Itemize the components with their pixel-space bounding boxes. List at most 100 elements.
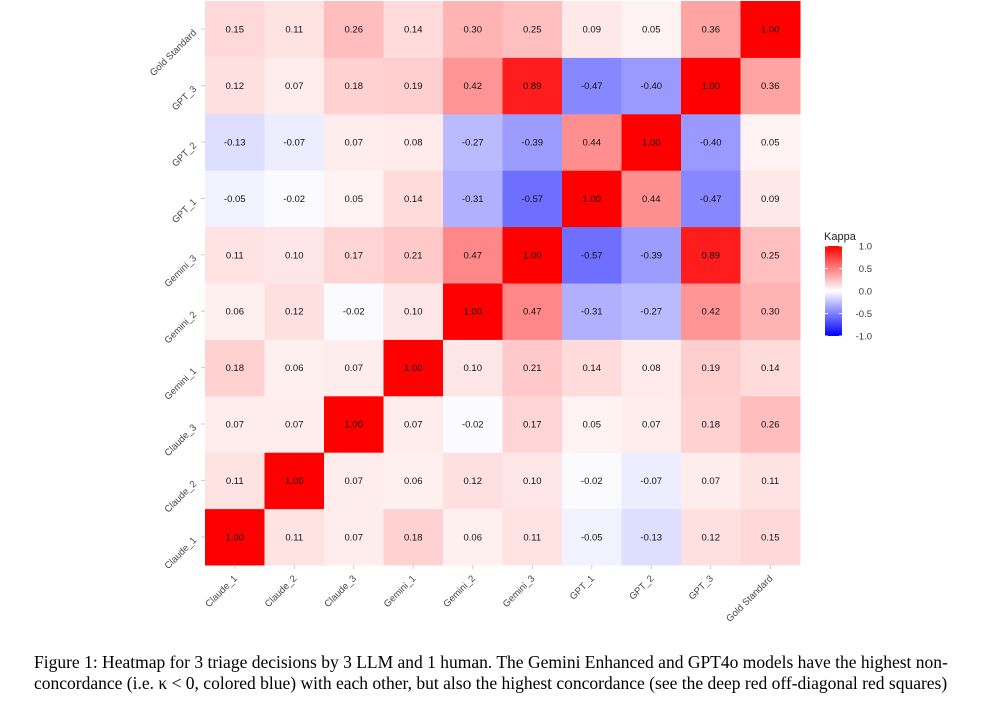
heatmap-cell — [443, 283, 503, 340]
cell-label: 1.00 — [642, 138, 661, 149]
cell-label: 1.00 — [345, 420, 364, 431]
y-tick-label: GPT_1 — [170, 197, 199, 226]
heatmap-cell — [681, 452, 741, 510]
heatmap-cell — [740, 113, 801, 171]
heatmap-cell — [740, 395, 801, 453]
cell-label: 1.00 — [761, 25, 780, 36]
heatmap-cell — [205, 57, 265, 115]
heatmap-cell — [681, 113, 741, 171]
y-tick-label: GPT_2 — [170, 140, 199, 169]
heatmap-cell — [502, 57, 563, 115]
cell-label: 0.17 — [345, 250, 364, 261]
cell-label: -0.47 — [700, 194, 722, 205]
cell-label: 0.10 — [464, 363, 483, 374]
heatmap-cell — [562, 339, 622, 397]
heatmap-cell — [681, 170, 741, 228]
heatmap-cell — [205, 170, 265, 228]
heatmap-cell — [621, 113, 682, 171]
heatmap-cell — [324, 452, 384, 510]
cell-label: 0.25 — [761, 250, 780, 261]
heatmap-cell — [502, 170, 563, 228]
cell-label: 0.06 — [226, 307, 245, 318]
cell-label: -0.57 — [521, 194, 543, 205]
cell-label: 0.07 — [642, 420, 661, 431]
heatmap-cell — [264, 508, 325, 566]
cell-label: 0.08 — [642, 363, 661, 374]
heatmap-cell — [681, 395, 741, 453]
heatmap-cell — [383, 508, 444, 566]
cell-label: 0.05 — [345, 194, 364, 205]
heatmap-cell — [383, 395, 444, 453]
cell-label: 0.07 — [345, 532, 364, 543]
cell-label: 0.05 — [761, 138, 780, 149]
cell-label: 0.09 — [583, 25, 602, 36]
heatmap-cell — [621, 1, 682, 58]
cell-label: 0.30 — [464, 25, 483, 36]
heatmap-cell — [383, 283, 444, 340]
heatmap-cell — [502, 339, 563, 397]
heatmap-cell — [324, 170, 384, 228]
cell-label: 0.42 — [464, 81, 483, 92]
heatmap-cell — [740, 283, 801, 340]
heatmap-cell — [562, 170, 622, 228]
x-tick-label: GPT_3 — [687, 573, 716, 602]
heatmap-cell — [264, 283, 325, 340]
cell-label: 0.14 — [404, 194, 423, 205]
y-tick-label: Claude_1 — [163, 535, 200, 572]
cell-label: 0.19 — [404, 81, 423, 92]
heatmap-cell — [264, 57, 325, 115]
heatmap-cell — [502, 226, 563, 284]
heatmap-cell — [205, 395, 265, 453]
x-tick-label: Gemini_3 — [501, 573, 538, 610]
cell-label: -0.27 — [640, 307, 662, 318]
heatmap-cell — [205, 226, 265, 284]
cell-label: 0.11 — [523, 532, 541, 543]
heatmap-cell — [443, 226, 503, 284]
x-tick-label: Claude_3 — [322, 573, 359, 610]
heatmap-cell — [443, 339, 503, 397]
cell-label: 0.44 — [583, 138, 602, 149]
cell-label: -0.02 — [581, 476, 603, 487]
heatmap-cell — [443, 395, 503, 453]
cell-label: 0.42 — [702, 307, 721, 318]
y-tick-label: Gemini_2 — [163, 310, 200, 347]
cell-label: -0.07 — [640, 476, 662, 487]
cell-label: 0.11 — [226, 250, 244, 261]
heatmap-cell — [681, 283, 741, 340]
heatmap-cell — [324, 395, 384, 453]
heatmap-cell — [502, 508, 563, 566]
heatmap-cell — [681, 508, 741, 566]
heatmap-cell — [621, 395, 682, 453]
cell-label: -0.02 — [343, 307, 365, 318]
heatmap-cell — [383, 339, 444, 397]
cell-label: 1.00 — [404, 363, 423, 374]
heatmap-cell — [264, 452, 325, 510]
x-tick-label: Gemini_2 — [441, 573, 478, 610]
cell-label: 0.26 — [345, 25, 364, 36]
cell-label: 0.11 — [285, 25, 303, 36]
cell-label: 0.07 — [285, 81, 304, 92]
cell-label: 1.00 — [583, 194, 602, 205]
cell-label: 0.12 — [285, 307, 304, 318]
cell-label: 0.21 — [523, 363, 542, 374]
y-tick-label: Gold Standard — [148, 28, 199, 79]
cell-label: 0.06 — [464, 532, 483, 543]
heatmap-cell — [502, 452, 563, 510]
y-tick-label: Claude_2 — [163, 479, 200, 516]
y-tick-label: Gemini_3 — [163, 253, 200, 290]
cell-label: -0.40 — [640, 81, 662, 92]
cell-label: 0.05 — [583, 420, 602, 431]
heatmap-cell — [264, 170, 325, 228]
heatmap-cell — [621, 57, 682, 115]
cell-label: 0.19 — [702, 363, 721, 374]
cell-label: 0.07 — [345, 476, 364, 487]
cell-label: -0.05 — [224, 194, 246, 205]
heatmap-cell — [562, 226, 622, 284]
cell-label: -0.13 — [640, 532, 662, 543]
heatmap-cell — [681, 226, 741, 284]
heatmap-cell — [740, 57, 801, 115]
heatmap-cell — [740, 1, 801, 58]
cell-label: -0.31 — [462, 194, 484, 205]
heatmap-cell — [383, 170, 444, 228]
cell-label: 0.47 — [523, 307, 542, 318]
